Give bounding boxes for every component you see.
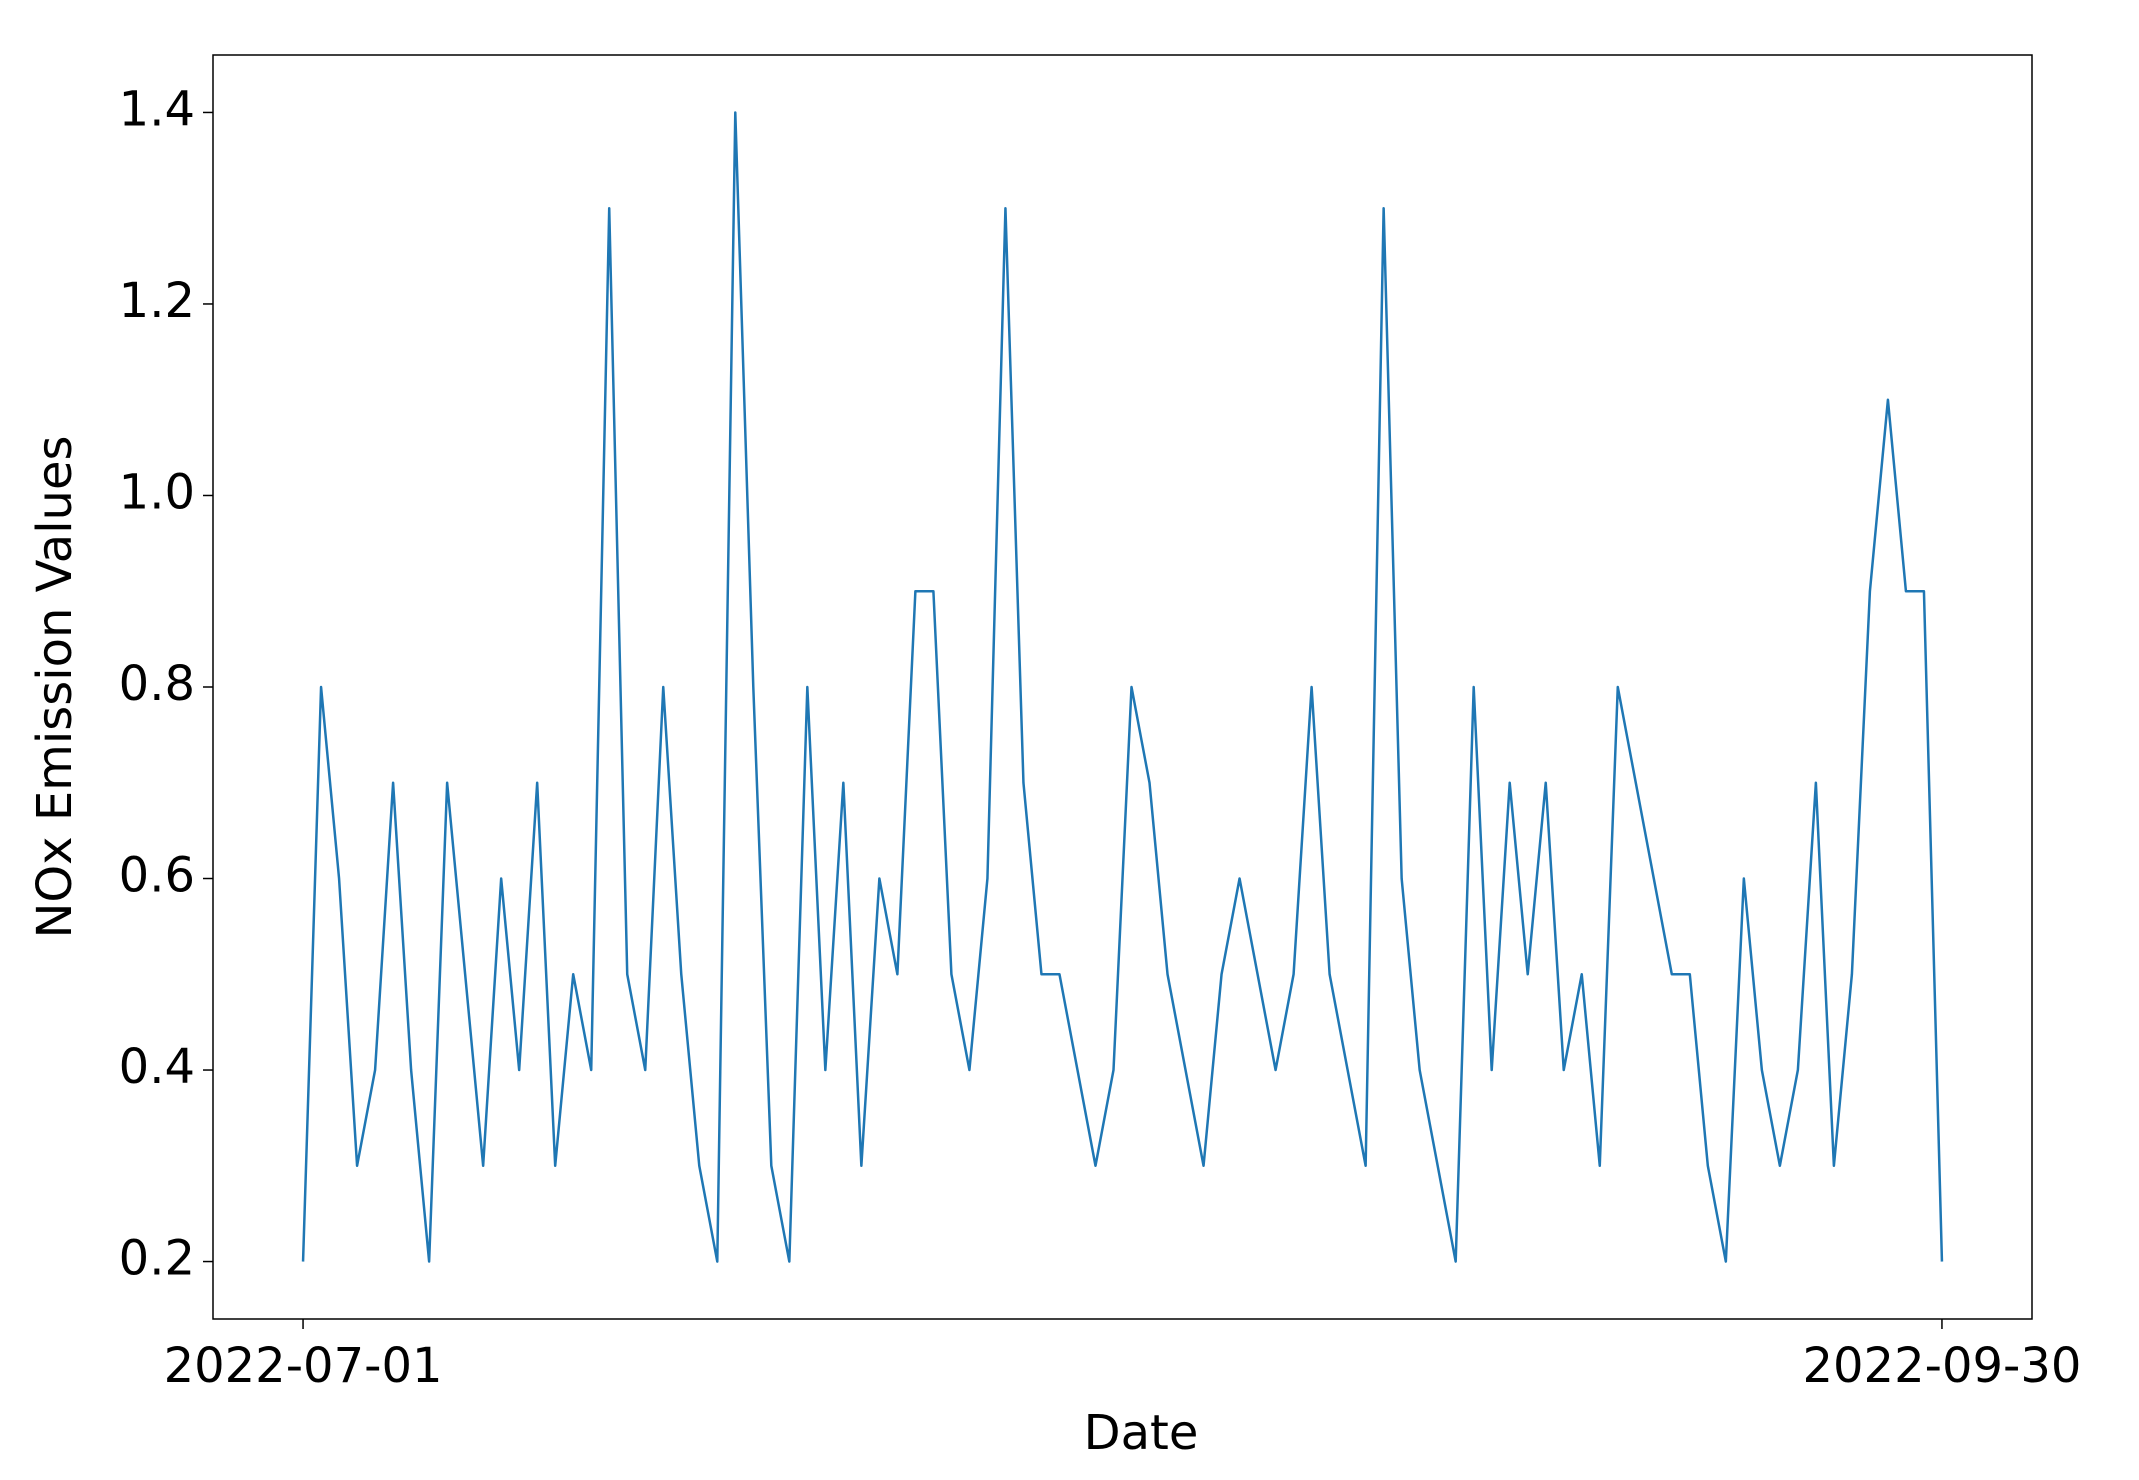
- data-line: [301, 111, 1944, 1263]
- y-tick-label: 0.4: [119, 1039, 195, 1095]
- y-tick-label: 0.2: [119, 1231, 195, 1287]
- x-axis-label: Date: [1084, 1405, 1199, 1461]
- plot-frame: [212, 54, 2033, 1320]
- y-tick-label: 1.2: [119, 273, 195, 329]
- y-axis-label: NOx Emission Values: [27, 436, 83, 939]
- y-tick-label: 1.4: [119, 81, 195, 137]
- x-tick-label: 2022-07-01: [164, 1338, 443, 1394]
- y-tick-label: 0.8: [119, 656, 195, 712]
- y-tick-label: 0.6: [119, 848, 195, 904]
- x-tick-label: 2022-09-30: [1802, 1338, 2081, 1394]
- y-tick-label: 1.0: [119, 464, 195, 520]
